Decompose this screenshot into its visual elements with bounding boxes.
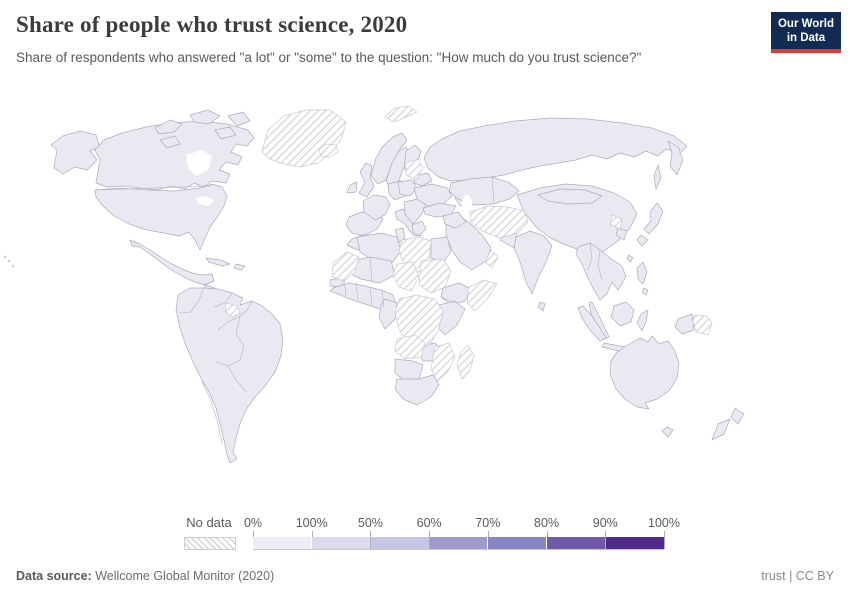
country-borders	[95, 176, 603, 445]
legend-segment-2[interactable]	[370, 537, 429, 549]
owid-logo-line2: in Data	[786, 32, 826, 45]
data-source-value[interactable]: Wellcome Global Monitor (2020)	[95, 569, 275, 583]
legend-segment-5[interactable]	[547, 537, 606, 549]
hawaii-islands	[3, 255, 15, 268]
legend-tick-label: 70%	[475, 516, 501, 530]
legend-tick-label: 0%	[243, 516, 263, 530]
legend-labels: 0% 100% 50% 60% 70% 80% 90% 100%	[244, 516, 680, 531]
legend-segment-3[interactable]	[429, 537, 488, 549]
legend-segment-4[interactable]	[488, 537, 547, 549]
owid-logo-line1: Our World	[777, 18, 834, 30]
legend-segment-1[interactable]	[311, 537, 370, 549]
page-title: Share of people who trust science, 2020	[16, 12, 408, 37]
no-data-label: No data	[186, 515, 232, 530]
chart-subtitle: Share of respondents who answered "a lot…	[16, 50, 642, 65]
water-bodies	[186, 150, 472, 213]
legend-tick-label: 80%	[534, 516, 560, 530]
owid-logo[interactable]: Our World in Data	[770, 12, 841, 54]
data-source-label: Data source:	[16, 569, 92, 583]
legend-color-bar[interactable]	[253, 537, 665, 549]
license-link[interactable]: trust | CC BY	[761, 569, 834, 583]
legend-tick-label: 100%	[295, 516, 328, 530]
data-source: Data source: Wellcome Global Monitor (20…	[16, 569, 274, 583]
no-data-regions[interactable]	[224, 105, 713, 382]
legend-tick-label: 60%	[416, 516, 442, 530]
countries-with-data[interactable]	[50, 109, 745, 464]
legend-tick-label: 50%	[357, 516, 383, 530]
no-data-swatch[interactable]	[184, 537, 236, 550]
legend-segment-0[interactable]	[253, 537, 311, 549]
legend-tick-label: 90%	[592, 516, 618, 530]
legend-segment-6[interactable]	[606, 537, 665, 549]
legend-tick-label: 100%	[648, 516, 680, 530]
